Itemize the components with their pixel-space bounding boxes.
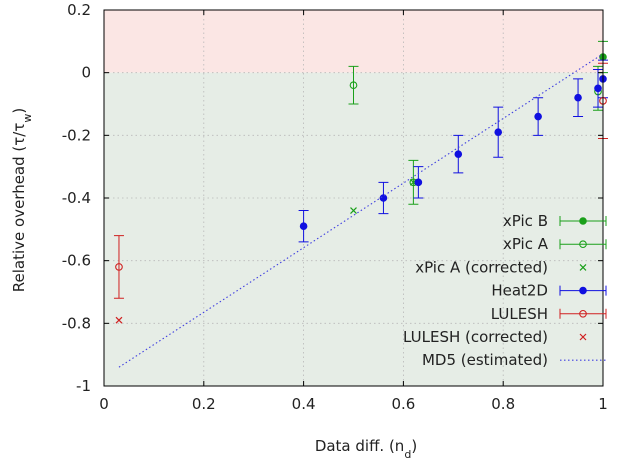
series-6: [118, 53, 604, 368]
series-3-point-4: [494, 128, 503, 136]
series-3-point-1: [379, 194, 388, 202]
series-1-errorbar-0: [348, 65, 359, 105]
series-3-point-0: [299, 222, 308, 230]
y-tick-label-1: -0.8: [62, 314, 91, 332]
legend-label-1: xPic A: [503, 235, 549, 253]
y-tick-label-6: 0.2: [67, 1, 91, 19]
legend-label-0: xPic B: [503, 212, 548, 230]
series-5-point-0: [115, 316, 123, 324]
series-5: [115, 316, 123, 324]
y-axis-label: Relative overhead (τ/τw): [10, 108, 34, 293]
legend-sample-bar-4: [559, 308, 607, 319]
legend-sample-bar-1: [559, 239, 607, 250]
x-axis-label: Data diff. (nd): [315, 437, 417, 461]
y-tick-label-0: -1: [76, 377, 91, 395]
legend-sample-marker-0: [579, 217, 587, 225]
legend-sample-marker-1: [579, 240, 587, 249]
series-layer: [113, 40, 608, 368]
x-tick-label-5: 1: [598, 395, 608, 413]
y-tick-label-2: -0.6: [62, 252, 91, 270]
series-3-point-2: [414, 178, 423, 187]
y-axis-label-sub: w: [21, 114, 34, 123]
y-axis-label-main: Relative overhead (τ/τ: [10, 123, 28, 293]
legend-label-2: xPic A (corrected): [415, 258, 548, 276]
x-tick-label-3: 0.6: [391, 395, 415, 413]
y-tick-label-5: 0: [81, 64, 91, 82]
x-tick-label-0: 0: [99, 395, 109, 413]
legend-sample-marker-4: [579, 309, 587, 318]
series-3-point-6: [574, 93, 582, 102]
x-axis-label-end: ): [411, 437, 417, 455]
x-tick-label-4: 0.8: [491, 395, 515, 413]
background-bands: [104, 10, 603, 387]
series-3: [298, 59, 608, 243]
legend-sample-marker-2: [579, 263, 587, 271]
series-3-point-3: [454, 150, 463, 158]
series-2-point-0: [350, 207, 357, 214]
series-4-point-0: [115, 263, 123, 271]
legend: xPic B xPic A xPic A (corrected) Heat2D LULE…: [403, 212, 607, 369]
x-axis-label-main: Data diff. (n: [315, 437, 405, 455]
series-6-line: [118, 53, 604, 368]
series-4-errorbar-0: [113, 235, 124, 299]
y-tick-label-3: -0.4: [62, 189, 91, 207]
x-tick-label-1: 0.2: [192, 395, 216, 413]
y-axis-label-end: ): [10, 108, 28, 114]
legend-sample-marker-5: [579, 333, 587, 341]
x-tick-label-2: 0.4: [292, 395, 316, 413]
band-0: [104, 10, 603, 73]
series-3-point-5: [534, 112, 542, 121]
legend-sample-marker-3: [579, 286, 587, 295]
x-axis-label-sub: d: [404, 448, 411, 461]
legend-label-3: Heat2D: [491, 282, 548, 300]
legend-label-4: LULESH: [491, 305, 548, 323]
legend-label-6: MD5 (estimated): [422, 351, 548, 369]
series-3-point-7: [594, 84, 602, 93]
series-1-point-0: [349, 81, 358, 90]
y-tick-label-4: -0.2: [62, 126, 91, 144]
ticks: 0 0.2 0.4 0.6 0.8 1 -1 -0.8 -0.6 -0.4 -0.2 0 0.2: [62, 1, 608, 413]
band-1: [104, 72, 603, 387]
legend-label-5: LULESH (corrected): [403, 328, 548, 346]
